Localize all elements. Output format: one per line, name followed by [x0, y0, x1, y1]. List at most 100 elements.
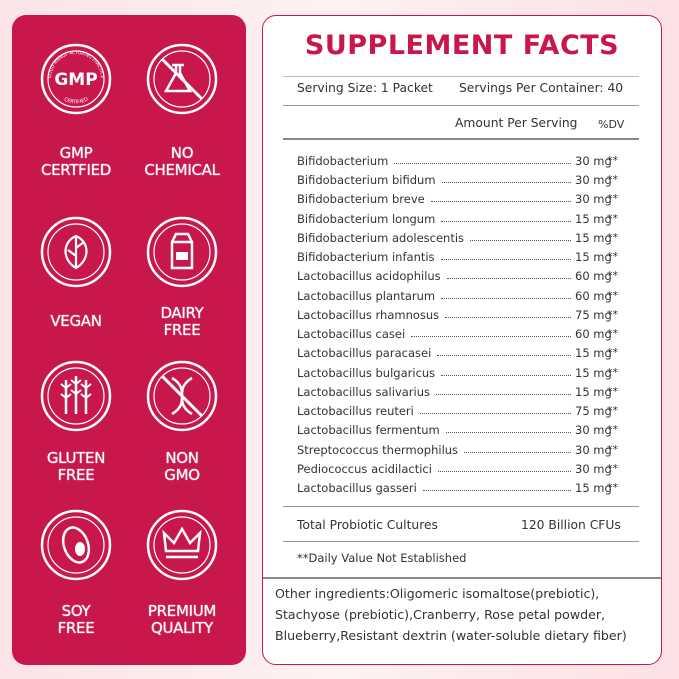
fact-row: Lactobacillus paracasei 15 mg: [297, 344, 615, 360]
leader: [437, 470, 571, 472]
badge-icon: [40, 509, 112, 581]
gmp-center: GMP: [54, 70, 97, 90]
badge-icon: [146, 509, 218, 581]
badge-label-line: PREMIUM: [147, 602, 217, 620]
ingredient-amount: 30 mg: [575, 423, 612, 438]
fact-row: Bifidobacterium bifidum 30 mg: [297, 171, 615, 187]
ingredient-name: Bifidobacterium infantis: [297, 250, 435, 265]
ingredient-amount: 30 mg: [575, 154, 612, 168]
ingredient-name: Lactobacillus bulgaricus: [297, 365, 436, 380]
badge-icon: [146, 43, 218, 115]
ingredient-line: Blueberry,Resistant dextrin (water-solub…: [275, 628, 627, 643]
badge-label: DAIRY FREE: [127, 305, 237, 339]
footnote: **Daily Value Not Established: [297, 551, 467, 565]
leader: [419, 413, 571, 415]
gmp-ring-bottom: CERTIFIED: [63, 96, 90, 105]
ingredient-name: Lactobacillus fermentum: [297, 423, 440, 438]
amount-header: Amount Per Serving: [455, 116, 578, 130]
fact-row: Bifidobacterium longum 15 mg: [297, 210, 615, 226]
dv-value: **: [607, 327, 618, 341]
ingredient-amount: 30 mg: [575, 192, 612, 207]
leader: [436, 393, 571, 395]
ingredient-amount: 30 mg: [575, 461, 612, 476]
badge-label-line: NON: [165, 449, 199, 467]
dv-value: **: [607, 481, 618, 495]
dv-value: **: [607, 230, 618, 244]
badge-label-line: FREE: [163, 321, 201, 339]
badge-label-line: GMP: [59, 144, 93, 162]
ingredient-amount: 60 mg: [575, 269, 612, 284]
ingredient-amount: 60 mg: [575, 288, 612, 303]
dv-value: **: [607, 404, 618, 418]
serving-size: Serving Size: 1 Packet: [297, 81, 433, 95]
servings-per-container: Servings Per Container: 40: [459, 81, 624, 95]
rule: [283, 138, 639, 140]
badge-label-line: DAIRY: [160, 304, 204, 322]
leader: [440, 259, 571, 261]
leader: [441, 297, 571, 299]
gmp-ring-bottom-path: CERTIFIED: [63, 96, 90, 105]
rule: [283, 541, 639, 542]
fact-row: Lactobacillus plantarum 60 mg: [297, 287, 615, 303]
badge-label-line: GLUTEN: [46, 449, 106, 467]
badge-label: GLUTEN FREE: [21, 450, 131, 484]
ingredient-name: Lactobacillus reuteri: [297, 404, 414, 419]
ingredient-name: Lactobacillus salivarius: [297, 384, 430, 399]
badge-icon: [146, 216, 218, 288]
leader: [441, 182, 571, 184]
rule: [283, 506, 639, 507]
dv-value: **: [607, 461, 618, 475]
rule: [263, 577, 661, 579]
fact-row: Lactobacillus bulgaricus 15 mg: [297, 364, 615, 380]
badge-label-line: CERTFIED: [40, 161, 112, 179]
dv-value: **: [607, 154, 618, 167]
fact-row: Lactobacillus reuteri 75 mg: [297, 402, 615, 418]
leader: [470, 239, 571, 241]
supplement-facts: SUPPLEMENT FACTS Serving Size: 1 Packet …: [262, 15, 662, 665]
fact-row: Streptococcus thermophilus 30 mg: [297, 441, 615, 457]
dv-value: **: [607, 288, 618, 302]
ingredient-amount: 30 mg: [575, 173, 612, 188]
badge-label-line: SOY: [61, 602, 91, 620]
dv-value: **: [607, 442, 618, 456]
fact-row: Bifidobacterium infantis 15 mg: [297, 248, 615, 264]
ingredient-amount: 15 mg: [575, 384, 612, 399]
badge-label: VEGAN: [21, 313, 131, 330]
ingredient-name: Bifidobacterium bifidum: [297, 173, 436, 188]
badge-label-line: QUALITY: [150, 619, 214, 637]
dv-value: **: [607, 173, 618, 187]
ingredient-name: Bifidobacterium: [297, 154, 389, 168]
leader: [411, 336, 571, 338]
rule: [283, 105, 639, 106]
rule: [283, 76, 639, 77]
ingredient-name: Bifidobacterium adolescentis: [297, 230, 465, 245]
fact-row: Lactobacillus rhamnosus 75 mg: [297, 306, 615, 322]
ingredient-amount: 75 mg: [575, 307, 612, 322]
badge-panel: GMP GOOD MANUF ACTURING PRACTICE CERTIFIED…: [12, 15, 246, 665]
badge-label-line: FREE: [57, 466, 95, 484]
total-name: Total Probiotic Cultures: [297, 518, 438, 532]
title: SUPPLEMENT FACTS: [304, 30, 620, 61]
ingredient-name: Bifidobacterium longum: [297, 211, 436, 226]
badge-icon: [40, 360, 112, 432]
leader: [422, 490, 571, 492]
leader: [437, 355, 571, 357]
ingredient-name: Pediococcus acidilactici: [297, 461, 432, 476]
dv-value: **: [607, 307, 618, 321]
leader: [441, 374, 571, 376]
ingredient-amount: 15 mg: [575, 365, 612, 380]
fact-row: Bifidobacterium 30 mg: [297, 152, 615, 168]
ingredient-amount: 30 mg: [575, 442, 612, 457]
leader: [445, 316, 571, 318]
ingredient-line: Stachyose (prebiotic),Cranberry, Rose pe…: [275, 607, 606, 622]
ingredient-amount: 15 mg: [575, 211, 612, 226]
fact-row: Pediococcus acidilactici 30 mg: [297, 460, 615, 476]
badge-icon: [40, 216, 112, 288]
dv-value: **: [607, 192, 618, 206]
dv-value: **: [607, 250, 618, 264]
total-amount: 120 Billion CFUs: [521, 518, 621, 532]
ingredient-name: Lactobacillus casei: [297, 327, 406, 342]
fact-row: Lactobacillus salivarius 15 mg: [297, 383, 615, 399]
leader: [446, 278, 571, 280]
